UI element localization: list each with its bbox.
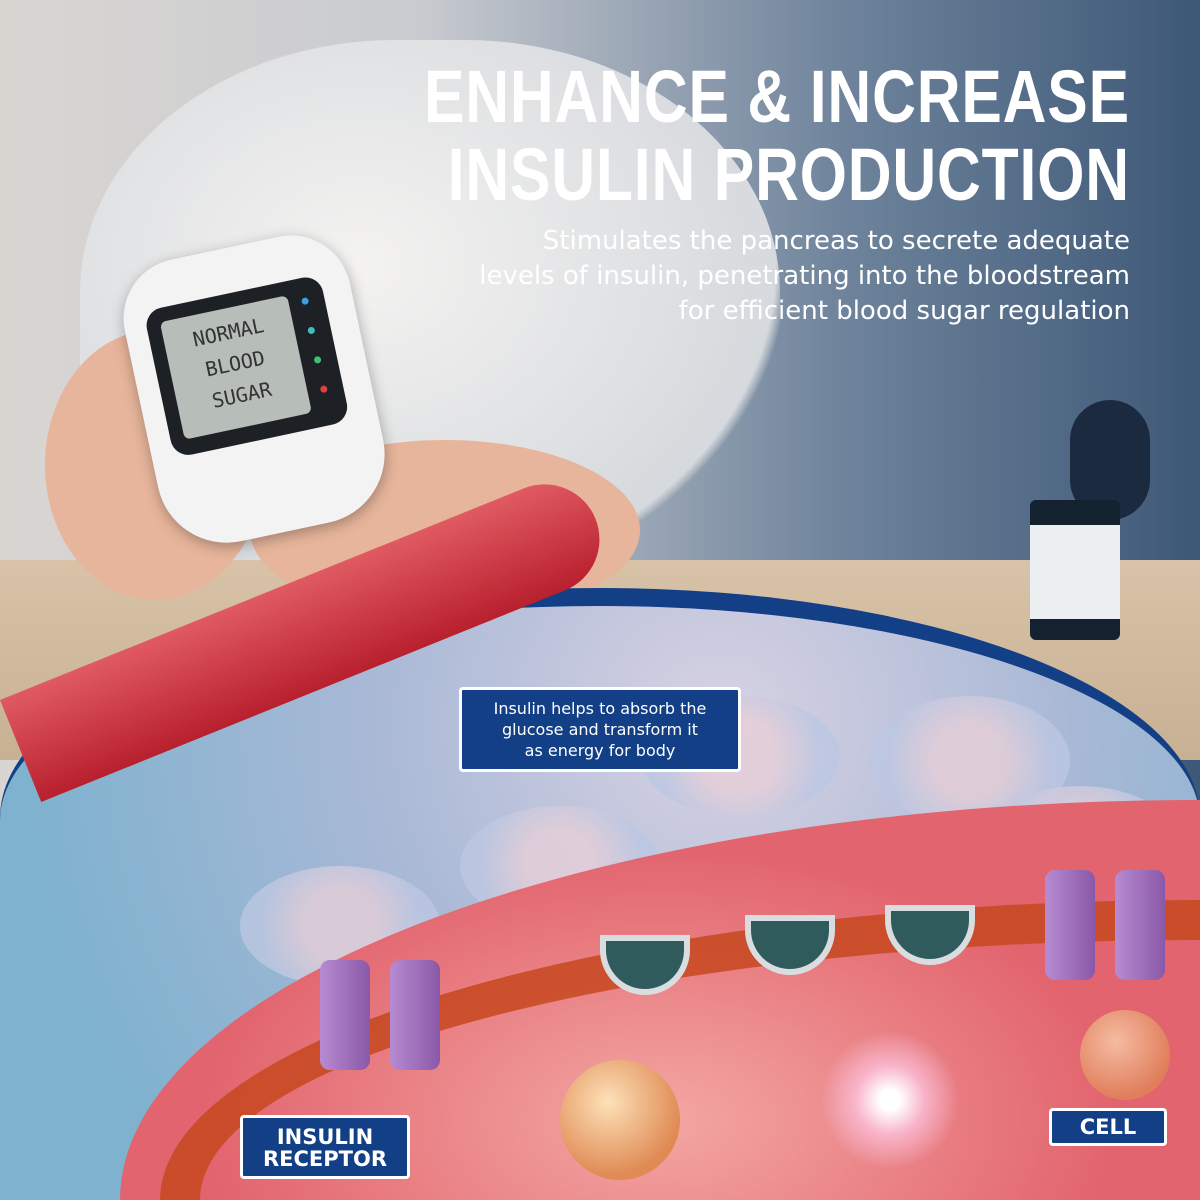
info-text: as energy for body [524, 741, 676, 760]
info-text: glucose and transform it [501, 720, 699, 739]
insulin-receptor [1115, 870, 1165, 980]
meter-display: NORMAL BLOOD SUGAR [159, 295, 312, 440]
insulin-receptor [390, 960, 440, 1070]
headline: ENHANCE & INCREASE INSULIN PRODUCTION [424, 58, 1130, 214]
glucose-molecule [1080, 1010, 1170, 1100]
energy-sparkle [820, 1030, 960, 1170]
subheadline-line: levels of insulin, penetrating into the … [479, 261, 1130, 291]
insulin-receptor [320, 960, 370, 1070]
cell-label: CELL [1049, 1108, 1167, 1146]
info-text: Insulin helps to absorb the [493, 699, 707, 718]
headline-line: ENHANCE & INCREASE [424, 55, 1130, 138]
indicator-light [313, 355, 322, 364]
glucose-molecule [560, 1060, 680, 1180]
insulin-receptor [1045, 870, 1095, 980]
indicator-light [307, 326, 316, 335]
meter-screen: NORMAL BLOOD SUGAR [143, 274, 351, 459]
test-strip-jar [1030, 500, 1120, 640]
headline-line: INSULIN PRODUCTION [447, 133, 1130, 216]
indicator-light [319, 385, 328, 394]
subheadline-line: for efficient blood sugar regulation [678, 296, 1130, 326]
subheadline: Stimulates the pancreas to secrete adequ… [370, 224, 1130, 329]
indicator-light [300, 296, 310, 306]
info-box: Insulin helps to absorb the glucose and … [459, 687, 741, 772]
insulin-receptor-label: INSULIN RECEPTOR [240, 1115, 410, 1179]
label-text: RECEPTOR [262, 1147, 387, 1171]
label-text: INSULIN [276, 1125, 374, 1149]
subheadline-line: Stimulates the pancreas to secrete adequ… [542, 226, 1130, 256]
